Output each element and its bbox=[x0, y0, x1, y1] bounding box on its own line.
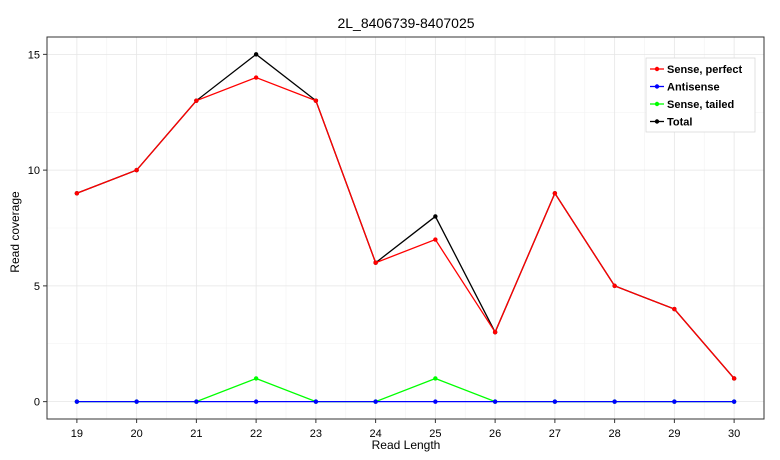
data-point bbox=[253, 52, 259, 57]
series-antisense bbox=[74, 399, 737, 404]
legend-label: Antisense bbox=[667, 82, 720, 94]
legend-item: Sense, tailed bbox=[650, 99, 734, 111]
x-tick-label: 19 bbox=[71, 428, 83, 440]
legend-item: Total bbox=[650, 117, 692, 129]
legend-item: Sense, perfect bbox=[650, 64, 743, 76]
x-tick-label: 30 bbox=[728, 428, 740, 440]
legend-marker bbox=[654, 101, 660, 107]
legend-marker bbox=[654, 84, 660, 89]
data-point bbox=[134, 167, 139, 173]
data-point bbox=[552, 191, 558, 196]
legend: Sense, perfect Antisense Sense, tailed Tota… bbox=[645, 57, 756, 133]
x-tick-label: 26 bbox=[489, 428, 501, 440]
data-point bbox=[373, 399, 378, 404]
data-point bbox=[74, 191, 80, 196]
legend-marker bbox=[654, 66, 660, 72]
data-point bbox=[672, 306, 677, 312]
data-point bbox=[731, 376, 737, 381]
data-point bbox=[313, 399, 319, 404]
legend-marker bbox=[654, 119, 660, 124]
legend-label: Sense, perfect bbox=[667, 64, 743, 76]
chart-title: 2L_8406739-8407025 bbox=[337, 15, 474, 31]
x-axis: 19 20 21 22 23 24 25 26 27 28 29 30 bbox=[71, 419, 740, 440]
y-axis: 0 5 10 15 bbox=[28, 49, 47, 409]
y-tick-label: 0 bbox=[34, 397, 40, 409]
data-point bbox=[253, 75, 259, 80]
grid bbox=[47, 37, 764, 419]
legend-label: Total bbox=[667, 117, 692, 129]
plot-panel bbox=[46, 36, 765, 420]
x-tick-label: 29 bbox=[668, 428, 680, 440]
legend-label: Sense, tailed bbox=[667, 99, 734, 111]
data-point bbox=[134, 399, 139, 404]
legend-box bbox=[645, 57, 756, 133]
series-layer bbox=[74, 52, 737, 404]
y-axis-label: Read coverage bbox=[8, 191, 22, 273]
data-point bbox=[433, 399, 438, 404]
data-point bbox=[313, 98, 319, 103]
series-line bbox=[76, 76, 735, 379]
data-point bbox=[672, 399, 677, 404]
y-tick-label: 10 bbox=[28, 165, 40, 177]
data-point bbox=[612, 399, 617, 404]
data-point bbox=[433, 214, 438, 219]
data-point bbox=[612, 283, 617, 289]
data-point bbox=[74, 399, 80, 404]
data-point bbox=[492, 329, 498, 335]
data-point bbox=[253, 376, 259, 381]
x-tick-label: 23 bbox=[310, 428, 322, 440]
series-sense-perfect bbox=[74, 75, 737, 381]
data-point bbox=[253, 399, 259, 404]
y-tick-label: 15 bbox=[28, 49, 40, 61]
x-tick-label: 22 bbox=[250, 428, 262, 440]
data-point bbox=[373, 260, 378, 265]
x-tick-label: 27 bbox=[549, 428, 561, 440]
x-tick-label: 24 bbox=[370, 428, 382, 440]
legend-item: Antisense bbox=[650, 82, 720, 94]
data-point bbox=[731, 399, 737, 404]
x-axis-label: Read Length bbox=[372, 438, 441, 452]
y-tick-label: 5 bbox=[34, 281, 40, 293]
data-point bbox=[194, 98, 199, 103]
data-point bbox=[433, 376, 438, 381]
x-tick-label: 25 bbox=[429, 428, 441, 440]
data-point bbox=[552, 399, 558, 404]
x-tick-label: 21 bbox=[190, 428, 202, 440]
data-point bbox=[194, 399, 199, 404]
x-tick-label: 20 bbox=[131, 428, 143, 440]
data-point bbox=[492, 399, 498, 404]
x-tick-label: 28 bbox=[609, 428, 621, 440]
data-point bbox=[433, 237, 438, 242]
